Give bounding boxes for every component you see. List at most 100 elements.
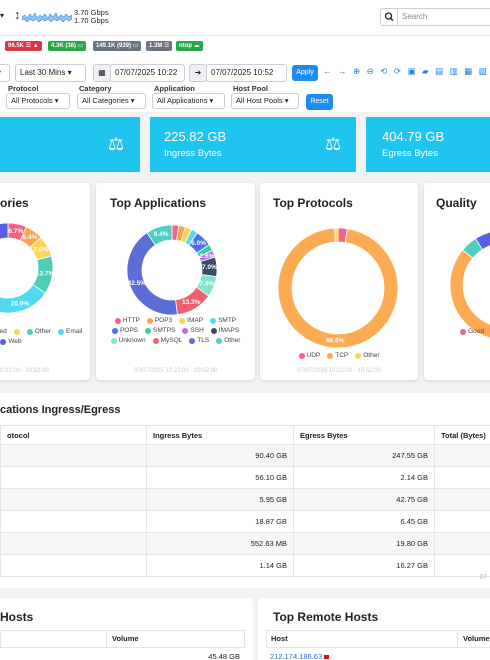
local-hosts-badge[interactable]: 4.3K (38) ▭	[48, 41, 87, 51]
summary-card: ⚖	[0, 117, 140, 172]
value-label: 6.7%	[8, 228, 23, 235]
legend-label: Unknown	[118, 337, 146, 344]
value-label: 9.4%	[154, 231, 169, 238]
legend-swatch	[182, 327, 189, 334]
table-header: otocol Ingress Bytes Egress Bytes Total (By…	[0, 425, 490, 445]
date-from[interactable]: 07/07/2025 10:22	[110, 64, 185, 82]
filter-value: All Applications	[157, 96, 208, 105]
chart-timestamp: 07/07/2025 10:22:00 - 10:52:00	[297, 368, 381, 374]
range-select[interactable]: Last 30 Mins ▾	[15, 64, 86, 82]
legend-label: Other	[363, 352, 380, 359]
table-cell: 90.40 GB	[146, 444, 294, 467]
summary-card: 404.79 GB Egress Bytes	[366, 117, 490, 172]
donut-chart	[449, 231, 490, 339]
table-cell: 2.14 GB	[293, 466, 435, 489]
table-row: 5.95 GB 42.75 GB	[0, 488, 490, 511]
legend-swatch	[152, 337, 159, 344]
legend-label: Other	[224, 337, 241, 344]
legend-item: TLS	[189, 337, 209, 344]
table-row: 56.10 GB 2.14 GB	[0, 466, 490, 489]
legend: essUnspecifiedOtherEmailWeb	[0, 328, 84, 345]
select-cut[interactable]: ▾	[0, 64, 10, 82]
column-header: Egress Bytes	[293, 425, 435, 445]
search-button[interactable]	[380, 8, 398, 26]
reset-button[interactable]: Reset	[306, 94, 333, 110]
legend-item: HTTP	[114, 317, 140, 324]
filter-select[interactable]: All Protocols ▾	[6, 93, 70, 109]
legend-swatch	[58, 328, 65, 335]
cloud-badge[interactable]: ntop ☁	[176, 41, 203, 51]
table-cell	[0, 466, 147, 489]
legend-item: IMAPS	[210, 327, 240, 334]
table-cell	[434, 444, 490, 467]
table-card: cations Ingress/Egress otocol Ingress Byt…	[0, 393, 490, 588]
legend-label: POP3	[154, 317, 173, 324]
table-cell	[434, 510, 490, 533]
chart-title: Top Protocols	[273, 196, 353, 210]
host-ip: 212.174.186.63	[270, 652, 323, 660]
legend-item: SMTP	[210, 317, 236, 324]
table-header: Volume	[0, 630, 245, 648]
legend-item: Email	[58, 328, 82, 335]
legend: GoodDegrac	[430, 328, 490, 335]
legend-label: Other	[34, 328, 52, 335]
traffic-out: 1.70 Gbps	[74, 16, 109, 25]
balance-icon: ⚖	[325, 134, 342, 154]
chart-title: Top Applications	[110, 196, 206, 210]
filter-select[interactable]: All Categories ▾	[77, 93, 146, 109]
sparkline-area	[22, 12, 72, 23]
column-header: Total (Bytes)	[434, 425, 490, 445]
donut-slice	[474, 231, 490, 251]
filter-select[interactable]: All Applications ▾	[152, 93, 225, 109]
legend-swatch	[189, 337, 196, 344]
interface-dropdown[interactable]: ▾	[0, 11, 5, 20]
legend-item: POP3	[146, 317, 173, 324]
filter-label: Application	[154, 84, 195, 93]
legend-swatch	[145, 327, 152, 334]
value-label: 13.3%	[182, 299, 201, 306]
legend-label: TCP	[335, 352, 349, 359]
donut-slice	[449, 249, 490, 339]
date-to[interactable]: 07/07/2025 10:52	[206, 64, 287, 82]
date-to-text: 07/07/2025 10:52	[211, 68, 274, 77]
value-label: 7.6%	[33, 246, 48, 253]
value-label: 2.6%	[200, 253, 215, 260]
badge-text: 1.3M	[149, 43, 163, 49]
divider	[0, 35, 490, 36]
local-hosts-card: Hosts Volume 45.48 GB	[0, 598, 253, 660]
legend-label: IMAPS	[218, 327, 240, 334]
table-cell	[0, 554, 147, 577]
badge-text: 4.3K (38)	[51, 43, 77, 49]
legend-item: Web	[0, 338, 22, 345]
host-link[interactable]: 212.174.186.63	[270, 652, 330, 660]
table-cell: 552.63 MB	[146, 532, 294, 555]
hosts-badge[interactable]: 149.1K (939) ▭	[93, 41, 142, 51]
alerts-badge[interactable]: 96.5K ☰ ▲	[5, 41, 42, 51]
badge-text: 149.1K (939)	[96, 43, 132, 49]
calendar-icon: ▦	[93, 64, 111, 82]
legend-label: MySQL	[160, 337, 183, 344]
chart-card: ories6.7%6.4%7.6%13.7%20.9%essUnspecifie…	[0, 183, 90, 380]
donut-slice	[0, 284, 46, 314]
flows-badge[interactable]: 1.3M ☰	[146, 41, 173, 51]
legend-label: TLS	[197, 337, 210, 344]
donut-slice	[126, 232, 178, 316]
legend-swatch	[114, 317, 121, 324]
column-header: Volume	[457, 631, 490, 647]
legend-label: POPS	[119, 327, 139, 334]
legend-item: Other	[355, 352, 380, 359]
table-row: 1.14 GB 16.27 GB	[0, 554, 490, 577]
date-from-text: 07/07/2025 10:22	[115, 68, 178, 77]
search-input[interactable]: Search	[397, 8, 490, 26]
table-cell: 247.55 GB	[293, 444, 435, 467]
legend-label: Web	[8, 338, 22, 345]
toolbar-icons[interactable]: ←→⊕⊖⟲⟳▣▰▤▥▦▧	[323, 66, 490, 76]
apply-button[interactable]: Apply	[292, 65, 318, 81]
legend-item: IMAP	[179, 317, 203, 324]
arrow-icon: ➜	[189, 64, 207, 82]
value-label: 96.6%	[326, 338, 345, 345]
legend-swatch	[26, 328, 33, 335]
traffic-in: 3.70 Gbps	[74, 8, 109, 17]
filter-select[interactable]: All Host Pools ▾	[231, 93, 299, 109]
